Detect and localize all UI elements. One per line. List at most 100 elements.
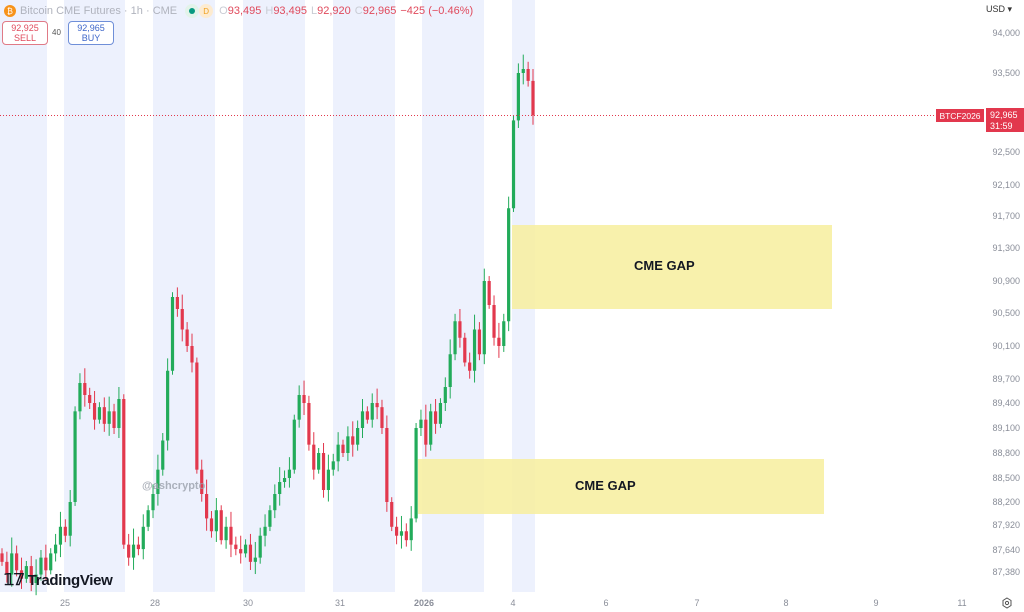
candle: [341, 439, 345, 457]
interval[interactable]: 1h: [130, 5, 143, 17]
candle: [317, 448, 321, 474]
x-tick-label: 9: [873, 598, 878, 608]
candle: [78, 373, 82, 420]
y-tick-label: 90,500: [992, 308, 1020, 318]
price-axis[interactable]: 94,000 93,500 92,500 92,100 91,700 91,300 90,9…: [992, 28, 1020, 577]
candle: [15, 545, 19, 577]
candle: [5, 551, 9, 583]
candle-body: [49, 553, 53, 571]
symbol-name[interactable]: Bitcoin CME Futures: [20, 5, 121, 17]
sell-button[interactable]: 92,925 SELL: [2, 21, 48, 45]
candle: [39, 550, 43, 581]
candle-body: [390, 502, 394, 527]
candles: [0, 54, 535, 596]
candle-body: [302, 395, 306, 403]
candle-body: [468, 362, 472, 371]
candle-body: [472, 329, 477, 371]
delayed-data-badge[interactable]: D: [199, 4, 214, 18]
sell-price: 92,925: [11, 23, 39, 33]
candle: [282, 470, 287, 488]
candle-body: [229, 526, 233, 545]
y-tick-label: 93,500: [992, 68, 1020, 78]
candle: [166, 358, 170, 451]
candle: [287, 457, 292, 488]
session-band: [153, 0, 215, 592]
candle-body: [219, 510, 223, 541]
candle: [44, 544, 48, 581]
x-tick-label: 31: [335, 598, 345, 608]
tradingview-name: TradingView: [27, 571, 113, 589]
buy-label: BUY: [81, 33, 101, 43]
candle-body: [24, 566, 28, 579]
last-price-label: 92,965: [990, 110, 1018, 120]
candle-body: [477, 329, 482, 355]
candle-body: [492, 305, 496, 338]
candle-body: [88, 395, 92, 403]
candle: [88, 387, 92, 409]
candle: [326, 454, 330, 502]
cme-gap-box-lower[interactable]: [418, 459, 824, 514]
candle-body: [521, 69, 525, 73]
x-tick-label: 2026: [414, 598, 434, 608]
candle: [419, 409, 423, 436]
candle-body: [326, 469, 330, 490]
candle-body: [433, 411, 438, 424]
candle-body: [336, 444, 340, 462]
candle: [190, 333, 194, 373]
candle-body: [497, 337, 501, 346]
candle: [438, 398, 443, 428]
exchange: CME: [152, 5, 178, 17]
candle: [53, 533, 58, 562]
candle: [122, 394, 126, 549]
legend-header[interactable]: ₿ Bitcoin CME Futures · 1h · CME D O93,4…: [4, 4, 477, 18]
y-tick-label: 94,000: [992, 28, 1020, 38]
y-tick-label: 88,500: [992, 473, 1020, 483]
y-tick-label: 89,400: [992, 398, 1020, 408]
candle: [205, 479, 209, 531]
buy-button[interactable]: 92,965 BUY: [68, 21, 114, 45]
candle-body: [161, 440, 165, 470]
candle-body: [312, 444, 316, 470]
session-band: [333, 0, 395, 592]
candle: [175, 287, 179, 317]
candle: [234, 536, 238, 556]
candle-body: [239, 549, 243, 554]
candle-body: [39, 557, 43, 575]
session-band: [0, 0, 47, 592]
candle-body: [253, 557, 257, 562]
candle-body: [321, 453, 326, 490]
candle-body: [10, 553, 14, 575]
candle: [24, 561, 28, 583]
x-tick-label: 8: [783, 598, 788, 608]
settings-gear-icon[interactable]: [1002, 597, 1012, 609]
candle: [141, 514, 145, 560]
candle: [370, 393, 374, 428]
candle-body: [278, 482, 282, 494]
candle-body: [453, 321, 457, 355]
candle-body: [360, 411, 365, 428]
candle: [146, 505, 150, 532]
candle-body: [131, 544, 136, 558]
session-band: [64, 0, 125, 592]
candle: [19, 557, 24, 589]
candle: [346, 426, 350, 461]
candle-body: [44, 557, 48, 571]
candle-body: [370, 403, 374, 420]
time-axis[interactable]: 25 28 30 31 2026 4 6 7 8 9 11: [60, 598, 967, 608]
candle: [482, 268, 486, 365]
candle: [278, 467, 282, 506]
candle: [34, 559, 38, 596]
candle-body: [83, 383, 87, 395]
candle: [156, 454, 160, 506]
candle: [526, 61, 530, 87]
tradingview-logo[interactable]: 𝟙𝟟 TradingView: [4, 570, 113, 590]
ohlc-open: O93,495: [219, 5, 262, 17]
candle-body: [190, 346, 194, 363]
y-tick-label: 91,300: [992, 243, 1020, 253]
cme-gap-box-upper[interactable]: [512, 225, 832, 309]
candle-body: [5, 561, 9, 575]
candle: [390, 497, 394, 532]
currency-selector[interactable]: USD ▾: [986, 4, 1013, 14]
y-tick-label: 90,900: [992, 276, 1020, 286]
